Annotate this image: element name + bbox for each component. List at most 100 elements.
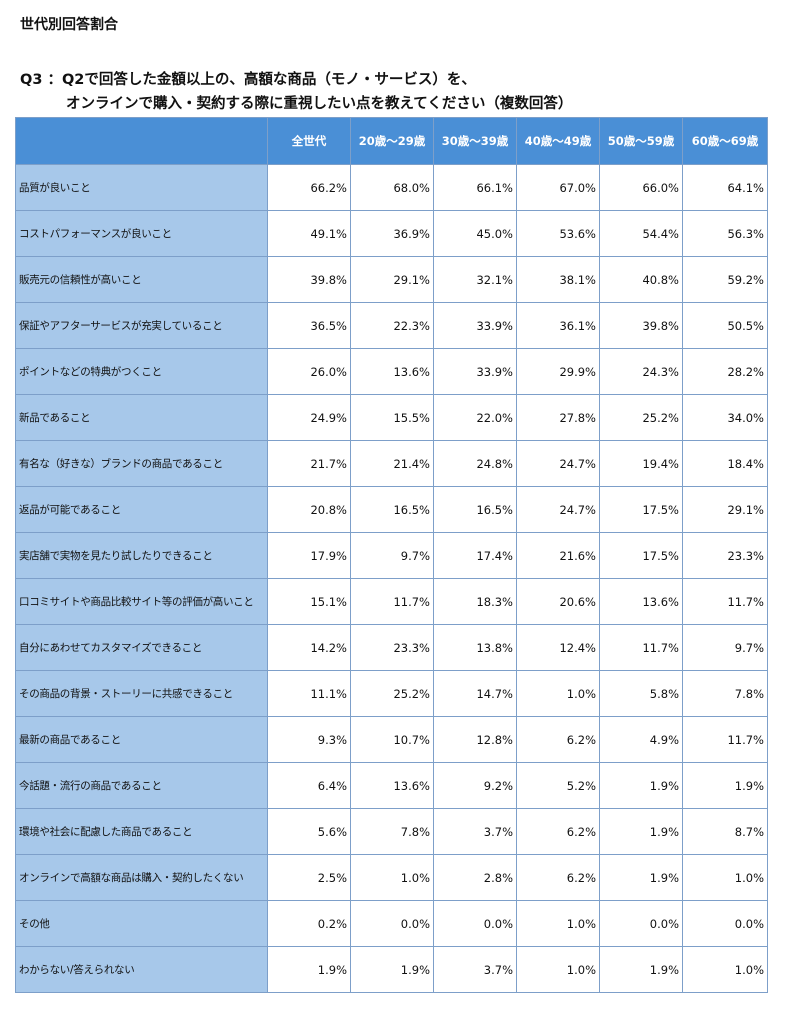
value-cell: 24.3%: [599, 348, 683, 395]
table-row: 実店舗で実物を見たり試したりできること 17.9% 9.7% 17.4% 21.6% 17…: [15, 532, 768, 579]
value-cell: 54.4%: [599, 210, 683, 257]
row-label: 今話題・流行の商品であること: [15, 762, 268, 809]
value-cell: 0.2%: [267, 900, 351, 947]
header-cell-2: 20歳～29歳: [350, 117, 434, 165]
value-cell: 17.5%: [599, 486, 683, 533]
value-cell: 1.9%: [599, 762, 683, 809]
value-cell: 24.8%: [433, 440, 517, 487]
value-cell: 13.6%: [350, 762, 434, 809]
value-cell: 39.8%: [267, 256, 351, 303]
value-cell: 49.1%: [267, 210, 351, 257]
value-cell: 24.9%: [267, 394, 351, 441]
value-cell: 9.3%: [267, 716, 351, 763]
value-cell: 33.9%: [433, 348, 517, 395]
value-cell: 7.8%: [682, 670, 768, 717]
value-cell: 5.6%: [267, 808, 351, 855]
value-cell: 11.7%: [350, 578, 434, 625]
value-cell: 21.6%: [516, 532, 600, 579]
value-cell: 0.0%: [682, 900, 768, 947]
value-cell: 18.4%: [682, 440, 768, 487]
row-label: 保証やアフターサービスが充実していること: [15, 302, 268, 349]
table-row: 品質が良いこと 66.2% 68.0% 66.1% 67.0% 66.0% 64.1%: [15, 164, 768, 211]
value-cell: 20.8%: [267, 486, 351, 533]
value-cell: 3.7%: [433, 946, 517, 993]
value-cell: 0.0%: [433, 900, 517, 947]
value-cell: 26.0%: [267, 348, 351, 395]
row-label: わからない/答えられない: [15, 946, 268, 993]
value-cell: 66.1%: [433, 164, 517, 211]
value-cell: 5.2%: [516, 762, 600, 809]
value-cell: 2.8%: [433, 854, 517, 901]
value-cell: 39.8%: [599, 302, 683, 349]
value-cell: 25.2%: [599, 394, 683, 441]
row-label: 口コミサイトや商品比較サイト等の評価が高いこと: [15, 578, 268, 625]
row-label: オンラインで高額な商品は購入・契約したくない: [15, 854, 268, 901]
value-cell: 22.0%: [433, 394, 517, 441]
value-cell: 9.2%: [433, 762, 517, 809]
value-cell: 23.3%: [350, 624, 434, 671]
value-cell: 17.4%: [433, 532, 517, 579]
value-cell: 4.9%: [599, 716, 683, 763]
row-label: その他: [15, 900, 268, 947]
value-cell: 9.7%: [350, 532, 434, 579]
value-cell: 15.1%: [267, 578, 351, 625]
value-cell: 8.7%: [682, 808, 768, 855]
page-title: 世代別回答割合: [20, 17, 118, 33]
value-cell: 29.1%: [682, 486, 768, 533]
header-cell-4: 40歳～49歳: [516, 117, 600, 165]
value-cell: 11.7%: [682, 716, 768, 763]
question-text: Q3 ：Q2で回答した金額以上の、高額な商品（モノ・サービス）を、 オンラインで…: [20, 68, 572, 116]
value-cell: 29.1%: [350, 256, 434, 303]
value-cell: 1.9%: [599, 946, 683, 993]
value-cell: 36.9%: [350, 210, 434, 257]
value-cell: 50.5%: [682, 302, 768, 349]
value-cell: 59.2%: [682, 256, 768, 303]
value-cell: 66.0%: [599, 164, 683, 211]
value-cell: 18.3%: [433, 578, 517, 625]
value-cell: 5.8%: [599, 670, 683, 717]
question-line-2: オンラインで購入・契約する際に重視したい点を教えてください（複数回答）: [66, 96, 573, 112]
value-cell: 28.2%: [682, 348, 768, 395]
table-row: オンラインで高額な商品は購入・契約したくない 2.5% 1.0% 2.8% 6.2% 1.…: [15, 854, 768, 901]
row-label: 環境や社会に配慮した商品であること: [15, 808, 268, 855]
value-cell: 14.7%: [433, 670, 517, 717]
row-label: 新品であること: [15, 394, 268, 441]
value-cell: 24.7%: [516, 440, 600, 487]
value-cell: 1.0%: [516, 946, 600, 993]
value-cell: 10.7%: [350, 716, 434, 763]
value-cell: 1.0%: [350, 854, 434, 901]
value-cell: 22.3%: [350, 302, 434, 349]
row-label: 自分にあわせてカスタマイズできること: [15, 624, 268, 671]
question-line-1: Q3 ：Q2で回答した金額以上の、高額な商品（モノ・サービス）を、: [20, 72, 476, 88]
table-row: 新品であること 24.9% 15.5% 22.0% 27.8% 25.2% 34.0%: [15, 394, 768, 441]
value-cell: 1.9%: [267, 946, 351, 993]
value-cell: 38.1%: [516, 256, 600, 303]
value-cell: 24.7%: [516, 486, 600, 533]
table-row: 返品が可能であること 20.8% 16.5% 16.5% 24.7% 17.5% 29.1%: [15, 486, 768, 533]
value-cell: 67.0%: [516, 164, 600, 211]
value-cell: 40.8%: [599, 256, 683, 303]
value-cell: 6.2%: [516, 808, 600, 855]
value-cell: 36.1%: [516, 302, 600, 349]
value-cell: 9.7%: [682, 624, 768, 671]
table-row: ポイントなどの特典がつくこと 26.0% 13.6% 33.9% 29.9% 24.3% 2…: [15, 348, 768, 395]
value-cell: 6.4%: [267, 762, 351, 809]
header-cell-3: 30歳～39歳: [433, 117, 517, 165]
value-cell: 1.9%: [599, 808, 683, 855]
table-row: その商品の背景・ストーリーに共感できること 11.1% 25.2% 14.7% 1.0%…: [15, 670, 768, 717]
value-cell: 3.7%: [433, 808, 517, 855]
table-row: 販売元の信頼性が高いこと 39.8% 29.1% 32.1% 38.1% 40.8% 59.…: [15, 256, 768, 303]
value-cell: 56.3%: [682, 210, 768, 257]
value-cell: 11.1%: [267, 670, 351, 717]
value-cell: 66.2%: [267, 164, 351, 211]
table-row: 環境や社会に配慮した商品であること 5.6% 7.8% 3.7% 6.2% 1.9% 8.7…: [15, 808, 768, 855]
table-row: その他 0.2% 0.0% 0.0% 1.0% 0.0% 0.0%: [15, 900, 768, 947]
value-cell: 16.5%: [433, 486, 517, 533]
value-cell: 34.0%: [682, 394, 768, 441]
table-row: 今話題・流行の商品であること 6.4% 13.6% 9.2% 5.2% 1.9% 1.9%: [15, 762, 768, 809]
value-cell: 1.9%: [350, 946, 434, 993]
table-header-row: 全世代 20歳～29歳 30歳～39歳 40歳～49歳 50歳～59歳 60歳～69歳: [15, 117, 768, 165]
row-label: コストパフォーマンスが良いこと: [15, 210, 268, 257]
value-cell: 1.9%: [599, 854, 683, 901]
value-cell: 1.0%: [682, 854, 768, 901]
